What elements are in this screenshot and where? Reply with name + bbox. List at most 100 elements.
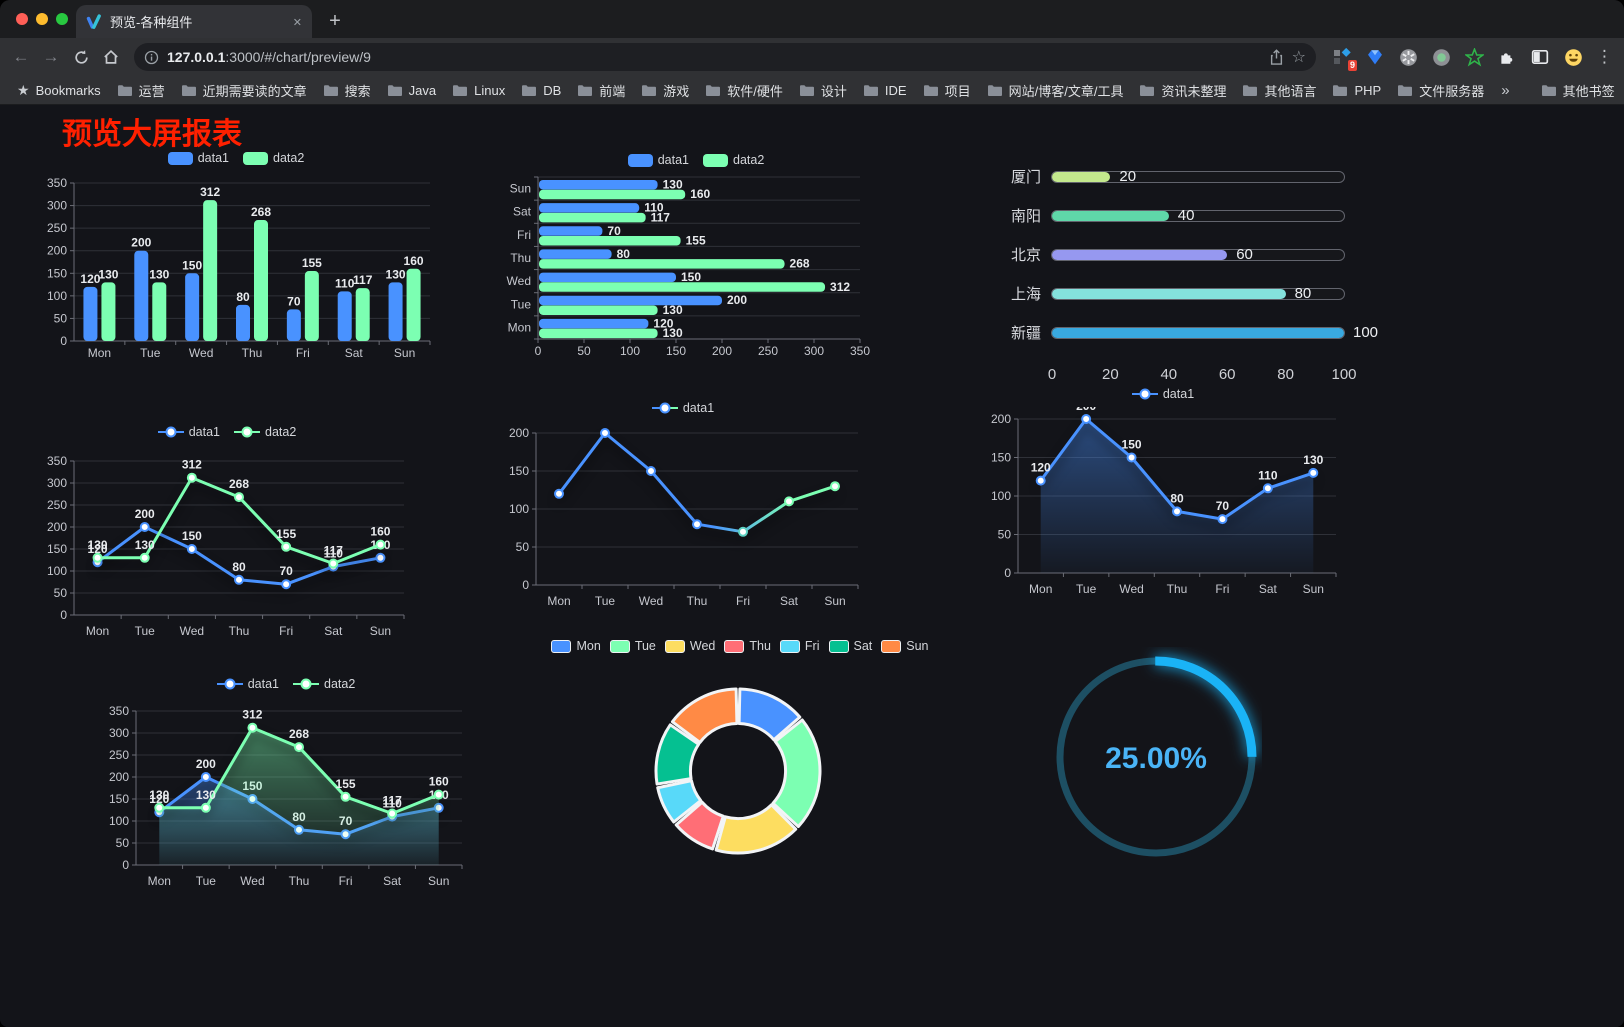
pie-slice-Mon[interactable]: [737, 687, 802, 742]
svg-text:Sun: Sun: [370, 624, 391, 638]
legend-item-data2[interactable]: data2: [234, 425, 296, 439]
pie-slice-Wed[interactable]: [714, 803, 798, 855]
pie-slice-Thu[interactable]: [674, 800, 725, 851]
axis-tick: 0: [1047, 366, 1057, 383]
svg-text:Sat: Sat: [780, 594, 799, 608]
svg-text:Mon: Mon: [547, 594, 570, 608]
legend-label: data1: [247, 677, 279, 691]
pie-slice-Fri[interactable]: [656, 779, 703, 824]
legend-item-Sun[interactable]: Sun: [881, 639, 929, 653]
reload-button[interactable]: [68, 44, 94, 70]
bookmark-item-Java[interactable]: Java: [380, 80, 443, 101]
bookmark-item-Linux[interactable]: Linux: [445, 80, 512, 101]
legend-item-data1[interactable]: data1: [627, 153, 689, 167]
green-dot-extension-icon[interactable]: [1431, 47, 1451, 67]
bookmark-item-3[interactable]: 搜索: [316, 78, 378, 103]
legend-item-data1[interactable]: data1: [1131, 387, 1194, 401]
svg-text:155: 155: [686, 234, 706, 248]
bookmark-item-Bookmarks[interactable]: Bookmarks: [10, 80, 108, 101]
home-button[interactable]: [98, 44, 124, 70]
progress-value: 60: [1236, 245, 1253, 263]
bookmark-item-12[interactable]: 项目: [916, 78, 978, 103]
gem-extension-icon[interactable]: [1365, 47, 1385, 67]
legend-item-data2[interactable]: data2: [243, 151, 304, 165]
folder-icon: [1332, 84, 1348, 97]
bookmark-item-15[interactable]: 其他语言: [1235, 78, 1323, 103]
bookmark-item-9[interactable]: 软件/硬件: [698, 78, 790, 103]
svg-text:250: 250: [758, 344, 778, 358]
bookmark-item-14[interactable]: 资讯未整理: [1132, 78, 1233, 103]
other-bookmarks-folder[interactable]: 其他书签: [1534, 78, 1622, 103]
legend-item-Mon[interactable]: Mon: [551, 639, 601, 653]
bookmark-item-13[interactable]: 网站/博客/文章/工具: [980, 78, 1131, 103]
svg-text:Fri: Fri: [736, 594, 750, 608]
wheel-extension-icon[interactable]: [1398, 47, 1418, 67]
bookmark-item-17[interactable]: 文件服务器: [1390, 78, 1491, 103]
legend-item-data1[interactable]: data1: [167, 151, 229, 165]
pie-slice-Sun[interactable]: [670, 687, 739, 744]
address-bar[interactable]: 127.0.0.1:3000/#/chart/preview/9: [134, 43, 1316, 71]
legend-item-data2[interactable]: data2: [703, 153, 764, 167]
side-panel-icon[interactable]: [1530, 47, 1550, 67]
extensions-puzzle-icon[interactable]: [1497, 47, 1517, 67]
legend-item-Sat[interactable]: Sat: [828, 639, 872, 653]
minimize-window-button[interactable]: [36, 13, 48, 25]
forward-button[interactable]: [38, 44, 64, 70]
browser-menu-icon[interactable]: [1596, 47, 1610, 67]
pie-slice-Sat[interactable]: [654, 723, 701, 786]
progress-label: 新疆: [1010, 325, 1041, 342]
new-tab-button[interactable]: [322, 8, 348, 34]
svg-text:Thu: Thu: [1167, 582, 1188, 596]
home-icon: [104, 49, 118, 64]
close-window-button[interactable]: [16, 13, 28, 25]
favicon-icon: [86, 13, 101, 29]
url-host: 127.0.0.1: [167, 49, 226, 65]
pie-slice-Tue[interactable]: [771, 718, 822, 829]
legend-item-Thu[interactable]: Thu: [724, 639, 771, 653]
green-star-extension-icon[interactable]: [1464, 47, 1484, 67]
grid-badge-extension-icon[interactable]: 9: [1332, 47, 1357, 71]
bookmark-item-IDE[interactable]: IDE: [856, 80, 914, 101]
svg-text:200: 200: [196, 757, 216, 771]
svg-text:80: 80: [236, 290, 250, 304]
bookmark-item-1[interactable]: 运营: [110, 78, 172, 103]
svg-text:100: 100: [991, 489, 1011, 503]
legend-item-data1[interactable]: data1: [651, 401, 714, 415]
svg-text:Tue: Tue: [196, 874, 217, 888]
svg-text:250: 250: [109, 748, 129, 762]
legend-item-data1[interactable]: data1: [157, 425, 220, 439]
bookmark-item-10[interactable]: 设计: [792, 78, 854, 103]
zoom-window-button[interactable]: [56, 13, 68, 25]
bookmark-item-PHP[interactable]: PHP: [1325, 80, 1388, 101]
chart-two-areas: data1 data2 0 50 100 150 200 250 300 350 Mon Tue Wed…: [102, 677, 470, 891]
svg-text:Sun: Sun: [394, 346, 415, 360]
bookmark-item-DB[interactable]: DB: [514, 80, 568, 101]
svg-text:120: 120: [88, 542, 108, 556]
svg-text:50: 50: [998, 528, 1012, 542]
progress-track: 40: [1051, 207, 1345, 224]
bookmarks-overflow-chevron[interactable]: »: [1501, 81, 1510, 99]
bookmark-star-icon[interactable]: [1292, 47, 1306, 67]
site-info-icon[interactable]: [144, 50, 159, 65]
browser-tab[interactable]: 预览-各种组件: [76, 5, 312, 38]
svg-text:Thu: Thu: [687, 594, 708, 608]
legend-item-Wed[interactable]: Wed: [664, 639, 715, 653]
legend-item-data1[interactable]: data1: [216, 677, 279, 691]
legend-swatch: [881, 639, 902, 653]
legend-swatch: [243, 151, 268, 165]
chart-canvas: 0 50 100 150 200 250 300 350 Mon Tue Wed Thu Fri Sat S…: [47, 176, 431, 360]
emoji-extension-icon[interactable]: [1563, 47, 1583, 67]
share-icon[interactable]: [1269, 48, 1284, 66]
legend-item-Fri[interactable]: Fri: [779, 639, 820, 653]
bookmark-item-2[interactable]: 近期需要读的文章: [174, 78, 314, 103]
svg-text:0: 0: [60, 608, 67, 622]
bookmark-label: Linux: [474, 82, 506, 98]
bookmark-item-8[interactable]: 游戏: [634, 78, 696, 103]
legend-item-data2[interactable]: data2: [293, 677, 355, 691]
back-button[interactable]: [8, 44, 34, 70]
axis-tick: 80: [1277, 366, 1294, 383]
legend-item-Tue[interactable]: Tue: [609, 639, 656, 653]
bookmark-item-7[interactable]: 前端: [570, 78, 632, 103]
svg-text:70: 70: [1216, 499, 1230, 513]
tab-close-icon[interactable]: [293, 14, 302, 29]
